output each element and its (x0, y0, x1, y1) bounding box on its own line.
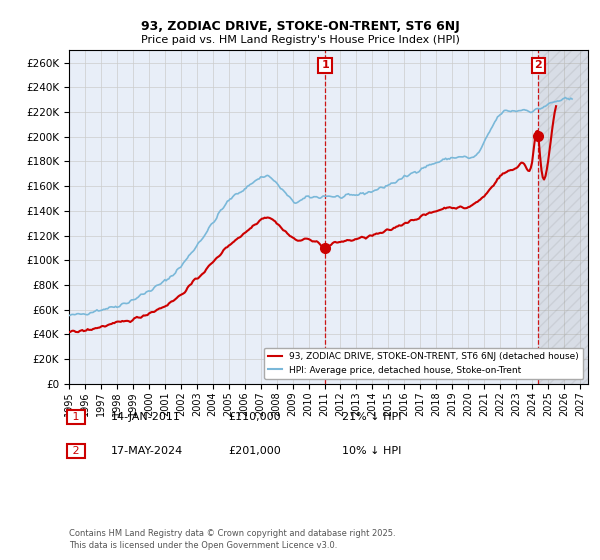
Text: Price paid vs. HM Land Registry's House Price Index (HPI): Price paid vs. HM Land Registry's House … (140, 35, 460, 45)
Text: 93, ZODIAC DRIVE, STOKE-ON-TRENT, ST6 6NJ: 93, ZODIAC DRIVE, STOKE-ON-TRENT, ST6 6N… (140, 20, 460, 32)
Text: 2: 2 (69, 446, 83, 456)
Text: 1: 1 (69, 412, 83, 422)
Text: 21% ↓ HPI: 21% ↓ HPI (342, 412, 401, 422)
Text: 10% ↓ HPI: 10% ↓ HPI (342, 446, 401, 456)
Text: 2: 2 (535, 60, 542, 71)
Text: Contains HM Land Registry data © Crown copyright and database right 2025.
This d: Contains HM Land Registry data © Crown c… (69, 529, 395, 550)
Bar (538, 50, 588, 384)
Text: 14-JAN-2011: 14-JAN-2011 (111, 412, 181, 422)
Text: £201,000: £201,000 (228, 446, 281, 456)
Legend: 93, ZODIAC DRIVE, STOKE-ON-TRENT, ST6 6NJ (detached house), HPI: Average price, : 93, ZODIAC DRIVE, STOKE-ON-TRENT, ST6 6N… (264, 348, 583, 379)
Text: £110,000: £110,000 (228, 412, 281, 422)
Text: 17-MAY-2024: 17-MAY-2024 (111, 446, 183, 456)
Text: 1: 1 (321, 60, 329, 71)
